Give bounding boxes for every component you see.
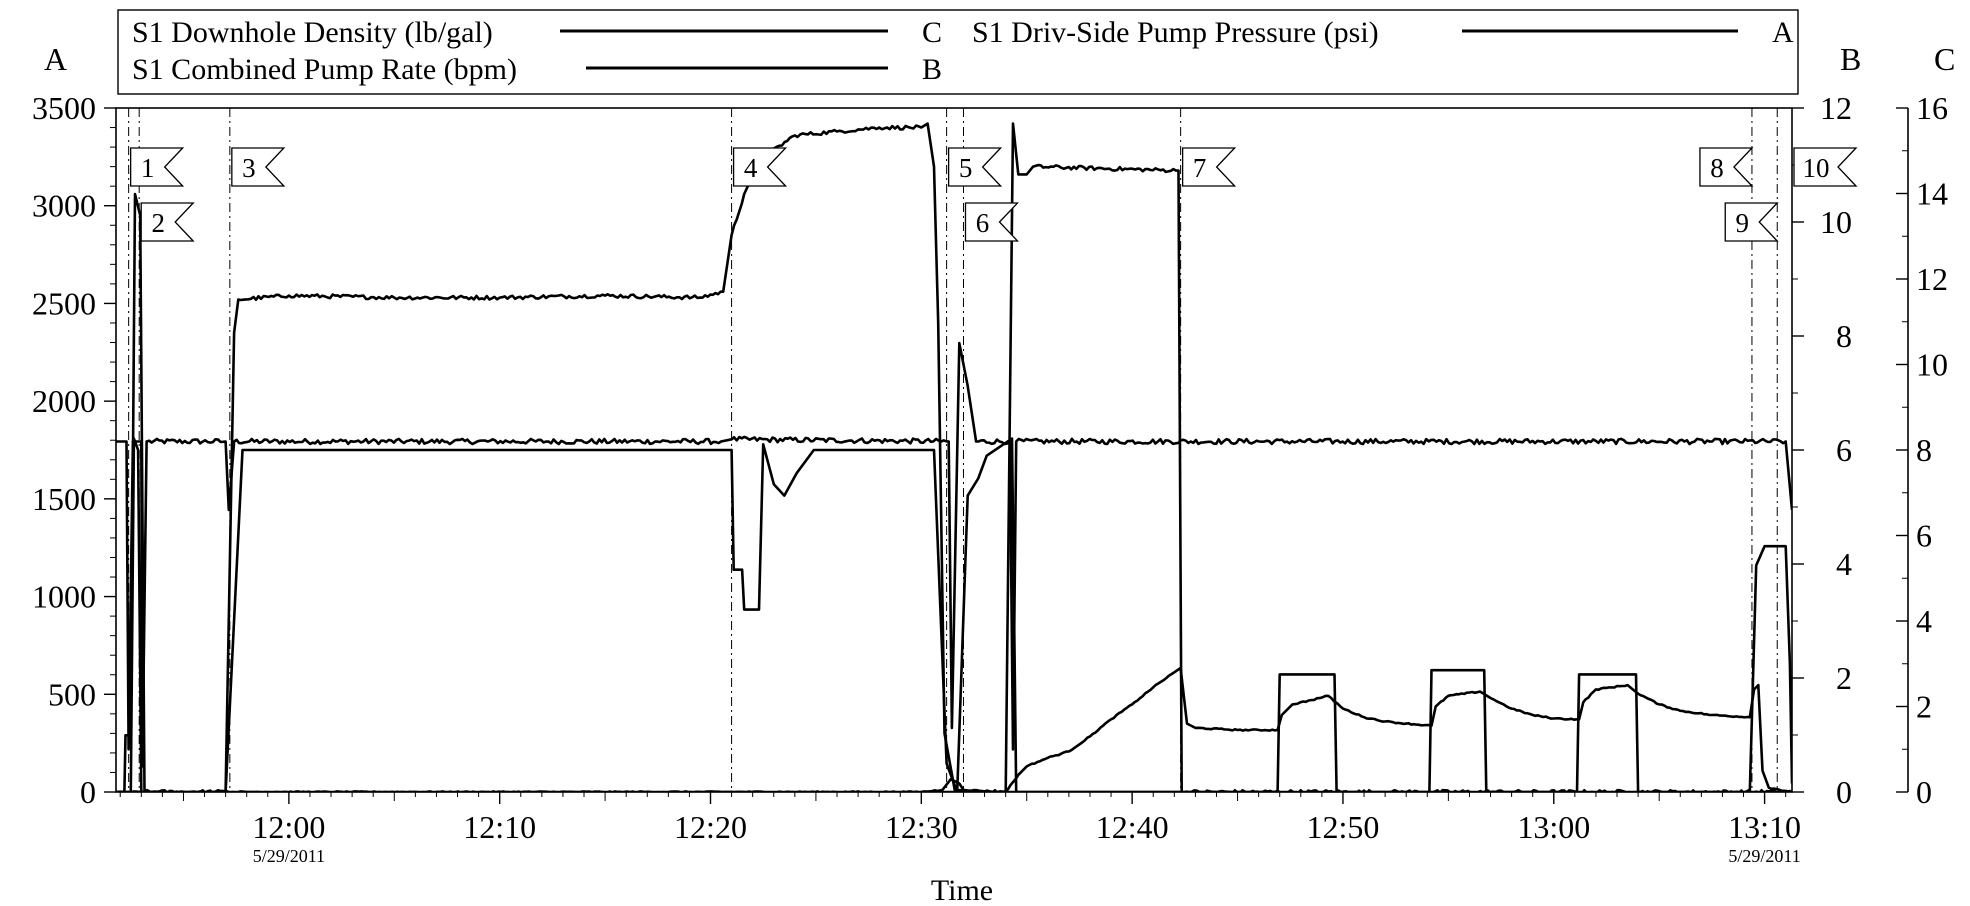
axis-c-tick-label: 16 — [1916, 90, 1948, 126]
event-flag — [231, 147, 286, 187]
axis-c-tick-label: 12 — [1916, 261, 1948, 297]
series-layer — [116, 122, 1792, 792]
axis-a-tick-label: 2500 — [32, 285, 96, 321]
axis-letter-b: B — [1840, 41, 1861, 77]
axis-b-tick-label: 10 — [1820, 204, 1852, 240]
axis-letter-c: C — [1934, 41, 1955, 77]
axis-b-tick-label: 0 — [1836, 774, 1852, 810]
legend-entry-pressure: S1 Driv-Side Pump Pressure (psi) — [972, 16, 1379, 49]
series-line — [116, 544, 1792, 792]
event-flag — [140, 202, 195, 242]
legend: S1 Downhole Density (lb/gal) C S1 Driv-S… — [117, 9, 1799, 95]
event-flag — [1181, 147, 1237, 187]
event-flag — [947, 147, 1003, 187]
legend-axis-letter-density: C — [922, 16, 942, 49]
event-flag-label: 5 — [959, 153, 973, 183]
x-axis-date-label: 5/29/2011 — [253, 846, 325, 866]
legend-frame — [117, 9, 1799, 95]
axis-a-tick-label: 0 — [80, 774, 96, 810]
legend-axis-letter-rate: B — [922, 53, 942, 86]
x-axis-tick-label: 12:40 — [1096, 809, 1169, 845]
axis-b-tick-label: 4 — [1836, 546, 1852, 582]
x-axis-tick-label: 12:30 — [885, 809, 958, 845]
x-axis-tick-label: 12:50 — [1307, 809, 1380, 845]
axis-letter-a: A — [44, 41, 67, 77]
series-line — [116, 341, 1792, 768]
axis-b-tick-label: 2 — [1836, 660, 1852, 696]
axis-c-tick-label: 4 — [1916, 603, 1932, 639]
event-flag — [732, 147, 788, 187]
event-flag — [964, 202, 1020, 242]
axis-c-tick-label: 0 — [1916, 774, 1932, 810]
axis-b-tick-label: 8 — [1836, 318, 1852, 354]
event-flag — [129, 147, 185, 187]
x-axis-label: Time — [931, 874, 993, 906]
axis-a-tick-label: 3500 — [32, 90, 96, 126]
event-flag-label: 3 — [242, 153, 256, 183]
event-flag-label: 4 — [744, 153, 758, 183]
axis-b-ticks: 0 2 4 6 8 10 12 — [1792, 90, 1852, 810]
event-flag-label: 1 — [141, 153, 155, 183]
x-axis-tick-label: 12:10 — [463, 809, 536, 845]
axis-a-tick-label: 500 — [48, 676, 96, 712]
series-line — [116, 437, 1792, 792]
axis-c-tick-label: 10 — [1916, 347, 1948, 383]
x-axis-tick-label: 12:20 — [674, 809, 747, 845]
series-line — [116, 122, 1792, 792]
event-flag-label: 10 — [1803, 153, 1830, 183]
legend-entry-rate: S1 Combined Pump Rate (bpm) — [132, 53, 517, 86]
axis-a-tick-label: 3000 — [32, 188, 96, 224]
event-flag-label: 8 — [1710, 153, 1724, 183]
axis-b-tick-label: 12 — [1820, 90, 1852, 126]
event-flag — [1724, 202, 1779, 242]
event-flag-label: 6 — [976, 208, 990, 238]
event-flags: 1 2 3 4 56 7 89 10 — [129, 147, 1858, 242]
axis-c-ticks: 0 2 4 6 8 10 12 14 16 — [1896, 90, 1948, 810]
x-axis-date-label: 5/29/2011 — [1728, 846, 1800, 866]
x-axis-tick-label: 13:10 — [1728, 809, 1801, 845]
axis-c-tick-label: 2 — [1916, 689, 1932, 725]
axis-a-tick-label: 1500 — [32, 481, 96, 517]
axis-a-tick-label: 2000 — [32, 383, 96, 419]
axis-c-tick-label: 14 — [1916, 176, 1948, 212]
x-axis-tick-label: 12:00 — [252, 809, 325, 845]
axis-a-tick-label: 1000 — [32, 579, 96, 615]
event-flag-label: 7 — [1193, 153, 1207, 183]
event-flag — [1699, 147, 1754, 187]
axis-c-tick-label: 6 — [1916, 518, 1932, 554]
event-flag-label: 9 — [1735, 208, 1749, 238]
axis-c-tick-label: 8 — [1916, 432, 1932, 468]
legend-entry-density: S1 Downhole Density (lb/gal) — [132, 16, 493, 49]
event-flag — [1793, 147, 1858, 187]
axis-b-tick-label: 6 — [1836, 432, 1852, 468]
axis-a-ticks: 0 500 1000 1500 2000 2500 3000 3500 — [32, 90, 116, 810]
x-axis-tick-label: 13:00 — [1517, 809, 1590, 845]
legend-axis-letter-pressure: A — [1772, 16, 1794, 49]
event-flag-label: 2 — [151, 208, 165, 238]
x-axis-ticks: 12:00 12:10 12:20 12:30 12:40 12:50 13:00 13:10… — [119, 792, 1801, 866]
